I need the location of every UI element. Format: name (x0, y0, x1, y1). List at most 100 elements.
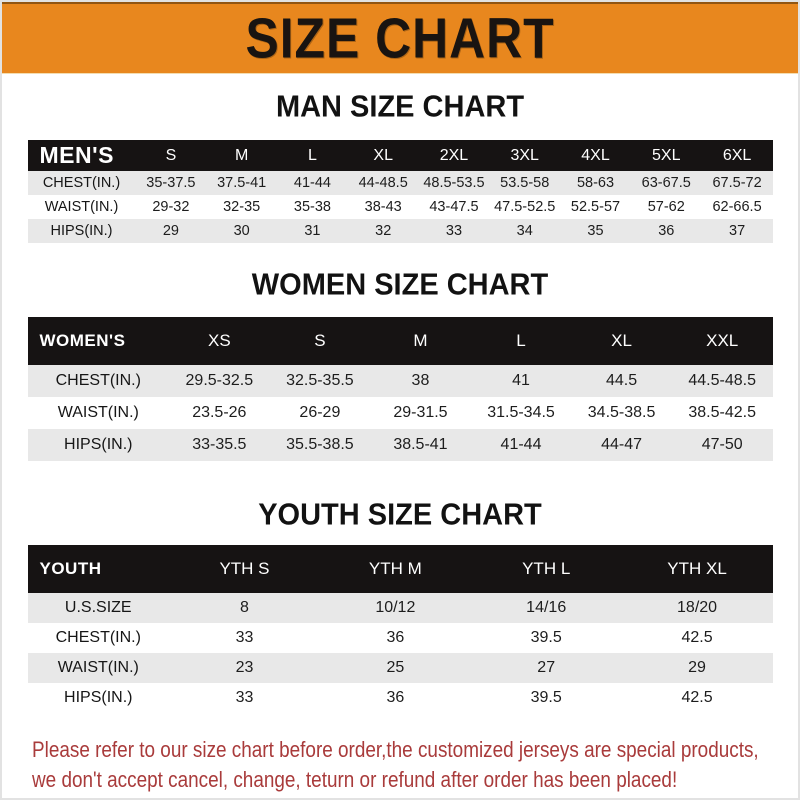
disclaimer-line-2: we don't accept cancel, change, teturn o… (32, 767, 678, 792)
size-value: 35-38 (277, 195, 348, 219)
youth-table-header-row: YOUTH YTH S YTH M YTH L YTH XL (27, 545, 773, 593)
size-value: 38-43 (347, 195, 419, 219)
size-value: 53.5-58 (489, 171, 561, 195)
table-row: HIPS(IN.) 33-35.5 35.5-38.5 38.5-41 41-44 44-… (27, 429, 773, 461)
size-value: 31 (277, 219, 348, 243)
size-value: 67.5-72 (701, 171, 773, 195)
men-table-header-row: MEN'S S M L XL 2XL 3XL 4XL 5XL 6XL (27, 140, 773, 171)
table-row: CHEST(IN.) 33 36 39.5 42.5 (27, 623, 773, 653)
column-header: 2XL (439, 146, 469, 164)
column-header: M (235, 146, 249, 164)
size-value: 23.5-26 (169, 397, 270, 429)
size-value: 32.5-35.5 (269, 365, 371, 397)
size-value: 35 (560, 219, 631, 243)
size-value: 44.5 (571, 365, 672, 397)
women-chart-title: WOMEN SIZE CHART (251, 268, 549, 302)
column-header: XL (373, 146, 393, 164)
size-value: 18/20 (621, 593, 773, 623)
size-value: 37.5-41 (206, 171, 278, 195)
row-label: WAIST(IN.) (27, 397, 170, 429)
table-row: U.S.SIZE 8 10/12 14/16 18/20 (27, 593, 773, 623)
size-value: 58-63 (560, 171, 631, 195)
size-value: 62-66.5 (701, 195, 773, 219)
size-value: 43-47.5 (418, 195, 490, 219)
youth-table-label: YOUTH (39, 559, 102, 578)
size-value: 34 (489, 219, 561, 243)
women-size-table: WOMEN'S XS S M L XL XXL CHEST(IN.) 29.5-32.5 32.… (27, 317, 773, 461)
size-value: 41-44 (277, 171, 348, 195)
row-label: HIPS(IN.) (27, 429, 170, 461)
page-title: SIZE CHART (245, 7, 555, 70)
table-row: CHEST(IN.) 35-37.5 37.5-41 41-44 44-48.5 48.5… (27, 171, 773, 195)
size-value: 44-47 (571, 429, 672, 461)
size-value: 29-31.5 (370, 397, 471, 429)
size-value: 33 (169, 623, 320, 653)
row-label: CHEST(IN.) (27, 623, 170, 653)
table-row: HIPS(IN.) 33 36 39.5 42.5 (27, 683, 773, 713)
row-label: WAIST(IN.) (27, 195, 136, 219)
size-value: 38 (370, 365, 471, 397)
size-value: 10/12 (319, 593, 471, 623)
size-value: 42.5 (621, 623, 773, 653)
size-value: 33 (418, 219, 490, 243)
size-value: 36 (630, 219, 702, 243)
size-value: 23 (169, 653, 320, 683)
size-value: 47.5-52.5 (489, 195, 561, 219)
column-header: S (165, 146, 177, 164)
size-value: 26-29 (269, 397, 371, 429)
size-value: 44.5-48.5 (671, 365, 773, 397)
column-header: L (516, 331, 526, 350)
size-value: 47-50 (671, 429, 773, 461)
size-value: 35-37.5 (135, 171, 207, 195)
men-size-table-wrap: MEN'S S M L XL 2XL 3XL 4XL 5XL 6XL CHEST(IN.) 35-3… (2, 140, 798, 243)
men-table-label: MEN'S (39, 142, 114, 168)
size-value: 14/16 (470, 593, 622, 623)
men-size-table: MEN'S S M L XL 2XL 3XL 4XL 5XL 6XL CHEST(IN.) 35-3… (27, 140, 773, 243)
size-value: 52.5-57 (560, 195, 631, 219)
row-label: HIPS(IN.) (27, 683, 170, 713)
size-value: 35.5-38.5 (269, 429, 371, 461)
size-value: 29.5-32.5 (169, 365, 270, 397)
column-header: YTH M (368, 559, 422, 578)
column-header: YTH XL (667, 559, 727, 578)
table-row: WAIST(IN.) 23.5-26 26-29 29-31.5 31.5-34.5 34… (27, 397, 773, 429)
size-value: 32 (347, 219, 419, 243)
row-label: CHEST(IN.) (27, 171, 136, 195)
size-value: 39.5 (470, 623, 622, 653)
column-header: XL (611, 331, 632, 350)
disclaimer-note: Please refer to our size chart before or… (2, 735, 798, 795)
size-value: 41-44 (470, 429, 572, 461)
size-value: 29 (621, 653, 773, 683)
size-value: 30 (206, 219, 278, 243)
youth-size-table: YOUTH YTH S YTH M YTH L YTH XL U.S.SIZE 8 10/1… (27, 545, 773, 713)
size-chart-banner: SIZE CHART (2, 2, 798, 74)
row-label: CHEST(IN.) (27, 365, 170, 397)
size-value: 36 (319, 683, 471, 713)
youth-size-table-wrap: YOUTH YTH S YTH M YTH L YTH XL U.S.SIZE 8 10/1… (2, 545, 798, 713)
size-value: 39.5 (470, 683, 622, 713)
size-value: 42.5 (621, 683, 773, 713)
column-header: XS (207, 331, 231, 350)
size-value: 37 (701, 219, 773, 243)
size-value: 41 (470, 365, 572, 397)
women-table-label: WOMEN'S (39, 331, 126, 350)
column-header: L (307, 146, 317, 164)
column-header: XXL (706, 331, 739, 350)
size-value: 63-67.5 (630, 171, 702, 195)
row-label: U.S.SIZE (27, 593, 170, 623)
size-value: 32-35 (206, 195, 278, 219)
size-value: 38.5-41 (370, 429, 471, 461)
column-header: M (413, 331, 428, 350)
column-header: 6XL (722, 146, 752, 164)
column-header: 4XL (581, 146, 610, 164)
women-size-table-wrap: WOMEN'S XS S M L XL XXL CHEST(IN.) 29.5-32.5 32.… (2, 317, 798, 461)
size-value: 44-48.5 (347, 171, 419, 195)
row-label: WAIST(IN.) (27, 653, 170, 683)
women-table-header-row: WOMEN'S XS S M L XL XXL (27, 317, 773, 365)
row-label: HIPS(IN.) (27, 219, 136, 243)
size-value: 31.5-34.5 (470, 397, 572, 429)
size-value: 57-62 (630, 195, 702, 219)
size-value: 38.5-42.5 (671, 397, 773, 429)
men-chart-title: MAN SIZE CHART (275, 90, 525, 124)
